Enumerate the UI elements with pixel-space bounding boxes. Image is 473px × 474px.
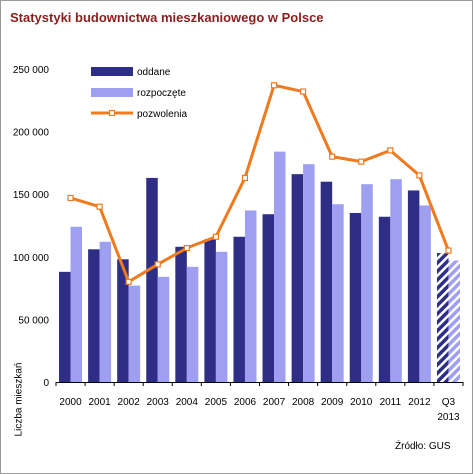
- bar-rozpoczete: [332, 204, 344, 382]
- point-pozwolenia: [329, 153, 336, 160]
- legend-label-rozpoczete: rozpoczęte: [137, 88, 186, 99]
- bar-oddane: [262, 214, 275, 382]
- point-pozwolenia: [270, 82, 278, 89]
- bar-oddane: [407, 190, 420, 382]
- bar-rozpoczete: [157, 276, 170, 382]
- point-pozwolenia: [96, 203, 103, 210]
- point-pozwolenia: [212, 233, 219, 240]
- y-tick-label: 250 000: [13, 65, 50, 76]
- x-tick-label: 2005: [205, 397, 228, 408]
- x-tick-label: 2006: [234, 397, 257, 408]
- x-tick-label: 2004: [176, 397, 199, 408]
- point-pozwolenia: [125, 278, 132, 285]
- bar-oddane: [88, 249, 100, 382]
- y-tick-label: 50 000: [18, 315, 49, 326]
- bar-rozpoczete: [128, 285, 141, 382]
- x-tick-label: 2013: [437, 412, 460, 423]
- bar-rozpoczete: [448, 260, 460, 382]
- bar-oddane: [291, 174, 304, 382]
- bar-rozpoczete: [361, 184, 373, 382]
- pozwolenia-line: [67, 82, 452, 285]
- bar-oddane: [59, 271, 71, 382]
- chart-title: Statystyki budownictwa mieszkaniowego w …: [10, 10, 324, 25]
- x-tick-label: 2009: [321, 397, 344, 408]
- x-tick-label: 2002: [118, 397, 141, 408]
- x-tick-label: 2001: [88, 397, 111, 408]
- bar-oddane: [320, 181, 333, 382]
- legend-label-oddane: oddane: [137, 67, 171, 78]
- legend-swatch-rozpoczete: [91, 88, 133, 97]
- source-note: Źródło: GUS: [395, 441, 451, 452]
- bar-oddane: [117, 259, 129, 382]
- y-tick-label: 100 000: [13, 253, 50, 264]
- point-pozwolenia: [241, 174, 249, 182]
- y-tick-label: 0: [43, 378, 49, 389]
- x-tick-label: 2008: [292, 397, 315, 408]
- point-pozwolenia: [154, 261, 161, 268]
- legend-marker-pozwolenia: [108, 109, 116, 117]
- bars: [59, 151, 460, 382]
- point-pozwolenia: [387, 147, 394, 154]
- bar-oddane: [204, 239, 216, 382]
- point-pozwolenia: [183, 244, 190, 252]
- point-pozwolenia: [358, 158, 365, 165]
- y-axis-label: Liczba mieszkań: [13, 362, 25, 437]
- point-pozwolenia: [67, 194, 74, 202]
- bar-oddane: [436, 253, 449, 382]
- bar-oddane: [175, 246, 187, 382]
- point-pozwolenia: [416, 172, 423, 179]
- x-tick-label: 2010: [350, 397, 373, 408]
- y-tick-label: 150 000: [13, 190, 50, 201]
- legend: oddane rozpoczęte pozwolenia: [91, 67, 187, 120]
- bar-rozpoczete: [70, 226, 83, 382]
- y-tick-label: 200 000: [13, 128, 50, 139]
- bar-rozpoczete: [186, 266, 199, 382]
- bar-rozpoczete: [390, 179, 402, 382]
- point-pozwolenia: [300, 88, 307, 95]
- bar-rozpoczete: [215, 251, 228, 382]
- bar-oddane: [146, 177, 158, 382]
- x-tick-label: 2011: [380, 397, 402, 408]
- x-tick-label: 2012: [408, 397, 431, 408]
- x-tick-label: 2007: [263, 397, 286, 408]
- axes: 0 50 000 100 000 150 000 200 000 250 000 2000 2…: [13, 65, 464, 423]
- bar-oddane: [233, 236, 245, 382]
- x-tick-label: 2000: [59, 397, 82, 408]
- bar-rozpoczete: [244, 210, 257, 382]
- bar-rozpoczete: [99, 241, 112, 382]
- bar-rozpoczete: [274, 151, 286, 382]
- point-pozwolenia: [445, 247, 452, 254]
- x-tick-label: 2003: [147, 397, 170, 408]
- legend-swatch-oddane: [91, 67, 133, 76]
- legend-label-pozwolenia: pozwolenia: [137, 109, 187, 120]
- bar-oddane: [378, 216, 391, 382]
- bar-rozpoczete: [419, 205, 431, 382]
- bar-oddane: [349, 212, 362, 382]
- x-tick-label: Q3: [442, 397, 456, 408]
- line-pozwolenia: [70, 83, 450, 284]
- bar-rozpoczete: [303, 164, 315, 382]
